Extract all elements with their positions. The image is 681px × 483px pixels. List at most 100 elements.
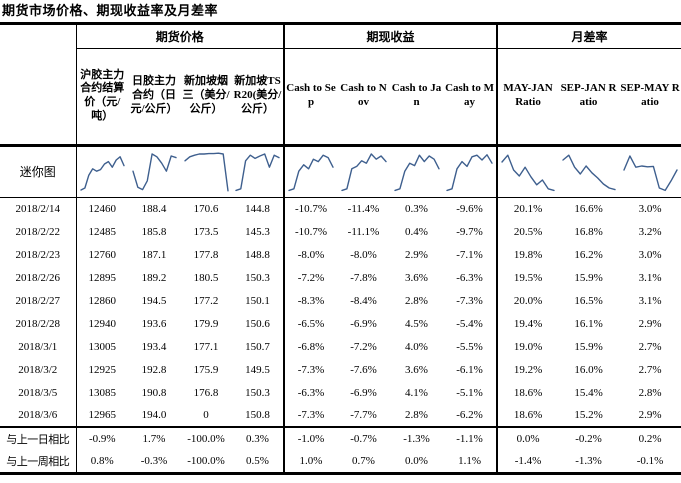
data-cell: 19.4%	[513, 317, 543, 330]
data-cell: 13005	[88, 340, 117, 353]
row-date: 2018/3/6	[0, 404, 77, 427]
data-cell: 19.8%	[513, 248, 543, 261]
data-cell: 190.8	[141, 386, 167, 399]
compare-cell: -1.0%	[284, 426, 338, 450]
data-cell: 150.7	[232, 335, 286, 358]
data-cell: 12940	[88, 317, 117, 330]
data-cell: -5.4%	[443, 312, 499, 335]
data-cell: 12760	[88, 248, 117, 261]
data-cell: -8.0%	[297, 248, 325, 261]
data-cell: 194.0	[141, 409, 167, 421]
table-body: 迷你图 2018/2/14 12460 188.4 170.6 144.8 -10.7% -1…	[0, 145, 681, 475]
data-cell: 150.8	[232, 404, 286, 427]
data-cell: 15.4%	[574, 386, 603, 399]
data-cell: 194.5	[141, 294, 167, 307]
data-cell: 19.5%	[513, 271, 543, 284]
col-header-cash-to-jan: Cash to Jan	[390, 48, 444, 147]
sparkline-chart	[622, 154, 678, 191]
data-cell: 3.0%	[638, 202, 662, 215]
compare-cell: -0.3%	[128, 450, 180, 475]
data-cell: -7.6%	[350, 363, 377, 376]
sparkline-chart	[561, 153, 616, 190]
compare-cell: 0.7%	[337, 450, 391, 475]
compare-cell: -1.3%	[558, 450, 620, 475]
row-date: 2018/3/1	[0, 335, 77, 358]
sparkline-cell	[128, 145, 180, 198]
compare-cell: -0.9%	[76, 426, 128, 450]
col-header-sgx-rss3: 新加坡烟三（美分/公斤）	[180, 48, 232, 147]
data-cell: 4.1%	[405, 386, 428, 399]
data-cell: 15.9%	[574, 271, 603, 284]
table-row: 2018/3/5 13085 190.8 176.8 150.3 -6.3% -6.9% 4.…	[0, 381, 681, 404]
data-cell: 13085	[88, 386, 117, 399]
data-cell: 0.3%	[405, 202, 428, 215]
col-header-cash-to-may: Cash to May	[443, 48, 499, 147]
data-cell: 2.9%	[638, 317, 662, 330]
data-cell: 3.0%	[638, 248, 662, 261]
sparkline-chart	[131, 152, 177, 190]
sparkline-chart	[288, 153, 334, 191]
data-cell: 18.6%	[513, 409, 543, 421]
data-cell: 18.6%	[513, 386, 543, 399]
data-cell: 2.8%	[405, 294, 428, 307]
data-cell: -8.3%	[297, 294, 325, 307]
data-cell: 2.9%	[638, 409, 662, 421]
data-cell: 16.5%	[574, 294, 603, 307]
col-header-shfe-rubber: 沪胶主力合约结算价（元/吨）	[76, 48, 128, 147]
data-cell: -7.1%	[443, 243, 499, 266]
data-cell: 2.7%	[638, 363, 662, 376]
compare-row: 与上一周相比 0.8% -0.3% -100.0% 0.5% 1.0% 0.7% 0.0% 1.…	[0, 450, 681, 475]
data-cell: -6.9%	[350, 317, 377, 330]
data-cell: -6.5%	[297, 317, 325, 330]
compare-cell: 1.7%	[128, 426, 180, 450]
compare-cell: -1.3%	[390, 426, 444, 450]
row-date: 2018/2/26	[0, 266, 77, 289]
data-cell: 3.1%	[638, 294, 662, 307]
data-cell: 177.2	[193, 294, 219, 307]
col-header-sep-may-ratio: SEP-MAY Ratio	[619, 48, 681, 147]
data-cell: 170.6	[193, 202, 219, 215]
data-cell: 177.1	[193, 340, 219, 353]
data-cell: 150.1	[232, 289, 286, 312]
data-cell: 4.5%	[405, 317, 428, 330]
data-cell: 150.6	[232, 312, 286, 335]
data-cell: 2.7%	[638, 340, 662, 353]
compare-cell: 0.0%	[497, 426, 559, 450]
sparkline-row: 迷你图	[0, 145, 681, 198]
col-header-sgx-tsr20: 新加坡TSR20(美分/公斤）	[232, 48, 286, 147]
data-cell: -6.8%	[297, 340, 325, 353]
sparkline-chart	[80, 155, 125, 191]
row-date: 2018/3/5	[0, 381, 77, 404]
sparkline-cell	[284, 145, 338, 198]
table-row: 2018/2/28 12940 193.6 179.9 150.6 -6.5% -6.9% 4…	[0, 312, 681, 335]
compare-row: 与上一日相比 -0.9% 1.7% -100.0% 0.3% -1.0% -0.7% -1.3…	[0, 426, 681, 450]
data-cell: -10.7%	[294, 225, 328, 238]
data-cell: -9.7%	[443, 220, 499, 243]
col-header-sep-jan-ratio: SEP-JAN Ratio	[558, 48, 620, 147]
sparkline-cell	[232, 145, 286, 198]
col-header-may-jan-ratio: MAY-JAN Ratio	[497, 48, 559, 147]
data-cell: 149.5	[232, 358, 286, 381]
compare-cell: -0.7%	[337, 426, 391, 450]
data-cell: 0.4%	[405, 225, 428, 238]
data-cell: 15.9%	[574, 340, 603, 353]
data-cell: 180.5	[193, 271, 219, 284]
data-cell: 148.8	[232, 243, 286, 266]
data-cell: 2.9%	[405, 248, 428, 261]
group-header-row: 期货价格 期现收益 月差率	[0, 25, 681, 147]
compare-row-label: 与上一日相比	[0, 426, 77, 450]
data-cell: 20.1%	[513, 202, 543, 215]
data-cell: 193.4	[141, 340, 167, 353]
table-row: 2018/2/27 12860 194.5 177.2 150.1 -8.3% -8.4% 2…	[0, 289, 681, 312]
sparkline-cell	[558, 145, 620, 198]
sparkline-chart	[393, 153, 440, 191]
data-cell: 145.3	[232, 220, 286, 243]
group-cash-yield: 期现收益	[284, 25, 499, 49]
data-cell: -7.3%	[297, 409, 325, 421]
table-row: 2018/3/6 12965 194.0 0 150.8 -7.3% -7.7% 2.8% -6…	[0, 404, 681, 427]
row-date: 2018/2/28	[0, 312, 77, 335]
sparkline-cell	[497, 145, 559, 198]
sparkline-chart	[446, 153, 493, 191]
row-date: 2018/2/22	[0, 220, 77, 243]
group-month-spread: 月差率	[497, 25, 681, 49]
